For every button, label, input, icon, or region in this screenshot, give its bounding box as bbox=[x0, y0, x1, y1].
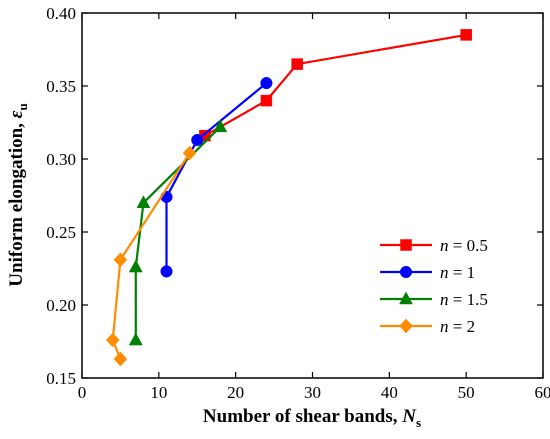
legend-label: n = 1.5 bbox=[440, 290, 488, 309]
data-point bbox=[260, 77, 273, 90]
data-point bbox=[460, 29, 472, 41]
series-layer bbox=[105, 29, 472, 367]
data-point bbox=[191, 133, 204, 147]
legend-item: n = 2 bbox=[380, 317, 475, 336]
legend-label: n = 2 bbox=[440, 317, 475, 336]
data-point bbox=[182, 145, 197, 161]
legend-marker bbox=[399, 291, 413, 305]
data-point bbox=[128, 259, 143, 273]
legend-label-value: = 1 bbox=[449, 263, 476, 282]
legend: n = 0.5n = 1n = 1.5n = 2 bbox=[380, 236, 488, 336]
series-2 bbox=[128, 119, 228, 346]
legend-item: n = 1.5 bbox=[380, 290, 488, 309]
series-line bbox=[134, 126, 222, 341]
y-tick-label: 0.15 bbox=[46, 369, 76, 388]
x-axis-label-subscript: s bbox=[416, 415, 421, 430]
data-point bbox=[136, 195, 151, 209]
x-tick-label: 50 bbox=[458, 383, 475, 402]
x-tick-label: 30 bbox=[304, 383, 321, 402]
series-0 bbox=[199, 29, 472, 142]
data-point bbox=[105, 332, 120, 348]
y-axis-label: Uniform elongation, εu bbox=[6, 103, 30, 286]
x-tick-label: 10 bbox=[150, 383, 167, 402]
legend-label: n = 1 bbox=[440, 263, 475, 282]
series-3 bbox=[105, 145, 197, 367]
x-tick-label: 60 bbox=[535, 383, 550, 402]
y-tick-label: 0.20 bbox=[46, 296, 76, 315]
legend-label: n = 0.5 bbox=[440, 236, 488, 255]
legend-item: n = 0.5 bbox=[380, 236, 488, 255]
legend-item: n = 1 bbox=[380, 263, 475, 282]
axis-ticks: 0 10 20 30 40 50 60 0.15 0.20 0.25 0.30 0.35 0.40 bbox=[46, 4, 550, 402]
x-tick-label: 20 bbox=[227, 383, 244, 402]
data-point bbox=[113, 252, 128, 268]
legend-label-value: = 1.5 bbox=[449, 290, 488, 309]
y-tick-label: 0.25 bbox=[46, 223, 76, 242]
legend-label-symbol: n bbox=[440, 263, 449, 282]
x-axis-label-symbol: N bbox=[401, 406, 417, 427]
data-point bbox=[260, 94, 273, 107]
series-1 bbox=[160, 77, 273, 278]
y-axis-label-text: Uniform elongation, bbox=[6, 118, 27, 286]
legend-marker bbox=[400, 239, 412, 251]
legend-label-symbol: n bbox=[440, 317, 449, 336]
x-axis-label-text: Number of shear bands, bbox=[203, 406, 402, 427]
x-axis-label: Number of shear bands, Ns bbox=[203, 406, 421, 430]
x-tick-label: 0 bbox=[78, 383, 87, 402]
series-line bbox=[111, 152, 191, 360]
y-axis-label-subscript: u bbox=[15, 103, 30, 110]
legend-label-value: = 0.5 bbox=[449, 236, 488, 255]
legend-label-symbol: n bbox=[440, 290, 449, 309]
legend-label-symbol: n bbox=[440, 236, 449, 255]
y-tick-label: 0.30 bbox=[46, 150, 76, 169]
series-line bbox=[165, 82, 268, 272]
legend-label-value: = 2 bbox=[449, 317, 476, 336]
x-tick-label: 40 bbox=[381, 383, 398, 402]
data-point bbox=[128, 332, 143, 346]
legend-marker bbox=[399, 265, 413, 279]
data-point bbox=[160, 265, 173, 278]
legend-marker bbox=[399, 318, 413, 334]
y-tick-label: 0.40 bbox=[46, 4, 76, 23]
data-point bbox=[113, 351, 128, 367]
y-tick-label: 0.35 bbox=[46, 77, 76, 96]
y-axis-label-symbol: ε bbox=[6, 110, 27, 118]
data-point bbox=[291, 58, 303, 70]
series-line bbox=[204, 33, 467, 137]
data-point bbox=[213, 119, 228, 133]
